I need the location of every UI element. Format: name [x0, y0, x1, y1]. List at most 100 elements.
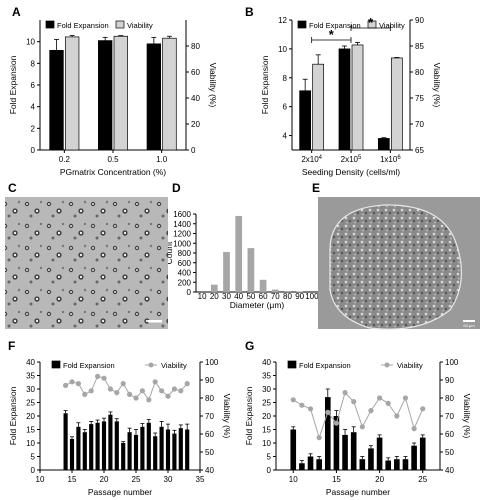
chart-g-x-tick-label: 20	[375, 475, 384, 484]
chart-a-x-tick-label: 0.5	[107, 155, 119, 164]
chart-f-legend-label: Fold Expansion	[63, 361, 115, 370]
chart-f-viability-point	[133, 395, 139, 401]
chart-f-y-tick-label: 10	[26, 439, 35, 448]
chart-a-y-tick-label: 10	[26, 38, 35, 47]
micrograph-c	[5, 197, 168, 329]
chart-d-bar	[259, 279, 267, 292]
chart-g-bar-fold	[368, 448, 374, 470]
chart-f-viability-point	[184, 381, 190, 387]
chart-f-viability-point	[63, 382, 69, 388]
chart-f-x-title: Passage number	[88, 487, 152, 497]
chart-g-viability-point	[290, 397, 296, 403]
chart-g-viability-point	[342, 390, 348, 396]
chart-g-bar-fold	[350, 432, 357, 470]
chart-b-x-title: Seeding Density (cells/ml)	[302, 167, 400, 177]
chart-d-x-tick-label: 10	[198, 292, 207, 301]
chart-d-y-tick-label: 0	[187, 288, 192, 297]
chart-g-y2-tick-label: 100	[445, 358, 459, 367]
chart-g-y2-tick-label: 90	[445, 376, 454, 385]
chart-d-bar	[223, 252, 230, 292]
chart-a: 0 2 4 6 8 10 Fold Expansion 0 20 40 60 80 Viability …	[8, 20, 218, 177]
chart-d-y-tick-label: 800	[178, 249, 192, 258]
chart-b-y2-tick-label: 80	[415, 68, 424, 77]
chart-f-y2-tick-label: 80	[205, 394, 214, 403]
chart-d-y-tick-label: 600	[178, 259, 192, 268]
chart-b-x-tick-label: 2x104	[301, 155, 322, 164]
chart-a-bar-viability	[113, 35, 128, 151]
chart-d-x-tick-label: 100	[305, 292, 319, 301]
chart-g-viability-point	[368, 408, 374, 414]
chart-f-x-tick-label: 30	[164, 475, 173, 484]
chart-g-x-tick-label: 15	[332, 475, 341, 484]
chart-f-viability-point	[152, 379, 158, 385]
chart-g-viability-point	[420, 406, 426, 412]
chart-b-sig-star: *	[329, 27, 335, 42]
chart-b-y-tick-label: 4	[283, 132, 288, 141]
micrograph-e-colony	[329, 204, 463, 330]
chart-f-viability-point	[165, 393, 171, 399]
chart-g-viability-point	[359, 424, 365, 430]
chart-b-y-tick-label: 8	[283, 74, 288, 83]
chart-g-y2-tick-label: 70	[445, 412, 454, 421]
chart-a-y2-tick-label: 20	[191, 120, 200, 129]
chart-a-x-title: PGmatrix Concentration (%)	[60, 167, 166, 177]
chart-f-bar-fold	[63, 413, 68, 470]
chart-g-y-tick-label: 25	[262, 399, 271, 408]
chart-g-bar-fold	[290, 429, 297, 470]
chart-b-y2-tick-label: 75	[415, 94, 424, 103]
chart-f-bar-fold	[172, 433, 177, 470]
chart-f-y-tick-label: 20	[26, 412, 35, 421]
chart-a-y-tick-label: 4	[31, 103, 36, 112]
chart-f-viability-point	[127, 391, 133, 397]
chart-a-bar-fold	[146, 43, 162, 151]
chart-f-viability-point	[139, 388, 145, 394]
micrograph-e-scalebar	[463, 320, 475, 322]
chart-b-bar-viability	[390, 57, 403, 151]
chart-g-y-tick-label: 35	[262, 372, 271, 381]
chart-b: 4 6 8 10 12 Fold Expansion 65 70 75 80 85 90 Viabili…	[260, 15, 442, 177]
chart-g-bar-fold	[299, 463, 305, 470]
chart-g-viability-point	[402, 395, 409, 401]
chart-f-y-tick-label: 25	[26, 399, 35, 408]
chart-d-x-tick-label: 50	[246, 292, 255, 301]
chart-f-y2-title: Viability (%)	[222, 394, 232, 439]
chart-g-bar-fold	[411, 445, 417, 470]
chart-b-legend-label: Viability	[379, 21, 405, 30]
chart-d-x-tick-label: 30	[222, 292, 231, 301]
chart-f-y2-tick-label: 70	[205, 412, 214, 421]
micrograph-e-scalebar-label: 60 μm	[463, 323, 475, 328]
chart-g-y2-tick-label: 80	[445, 394, 454, 403]
chart-f-legend-label: Viability	[161, 361, 187, 370]
chart-f-bar-fold	[101, 421, 107, 470]
chart-f-bar-fold	[76, 426, 81, 470]
chart-f-bar-fold	[89, 424, 94, 470]
chart-f-bar-fold	[114, 421, 119, 470]
chart-d-y-tick-label: 1000	[173, 239, 191, 248]
chart-d-y-tick-label: 200	[178, 278, 192, 287]
chart-b-x-tick-label: 2x105	[341, 155, 362, 164]
chart-f-viability-point	[88, 388, 94, 394]
chart-a-x-tick-label: 1.0	[156, 155, 168, 164]
chart-a-y2-tick-label: 40	[191, 94, 200, 103]
chart-g-y2-tick-label: 60	[445, 430, 454, 439]
chart-d-x-tick-label: 70	[271, 292, 280, 301]
chart-f-legend-swatch	[51, 360, 61, 369]
chart-f-bar-fold	[82, 432, 87, 470]
chart-g-bar-fold	[385, 460, 392, 470]
chart-f-y2-tick-label: 40	[205, 466, 214, 475]
chart-f-bar-fold	[127, 432, 132, 470]
chart-a-x-tick-label: 0.2	[59, 155, 71, 164]
chart-g-y-tick-label: 15	[262, 426, 271, 435]
chart-a-y2-tick-label: 0	[191, 146, 196, 155]
chart-g-viability-line	[292, 391, 424, 440]
chart-a-y-tick-label: 2	[31, 124, 36, 133]
chart-g-bar-fold	[307, 456, 314, 470]
chart-f-x-tick-label: 15	[68, 475, 77, 484]
chart-g-y2-title: Viability (%)	[462, 394, 472, 439]
chart-a-y2-tick-label: 80	[191, 42, 200, 51]
chart-f-y2-tick-label: 90	[205, 376, 214, 385]
panel-letter-a: A	[12, 5, 21, 19]
chart-g-bar-fold	[359, 459, 366, 470]
chart-g-viability-point	[333, 420, 340, 426]
